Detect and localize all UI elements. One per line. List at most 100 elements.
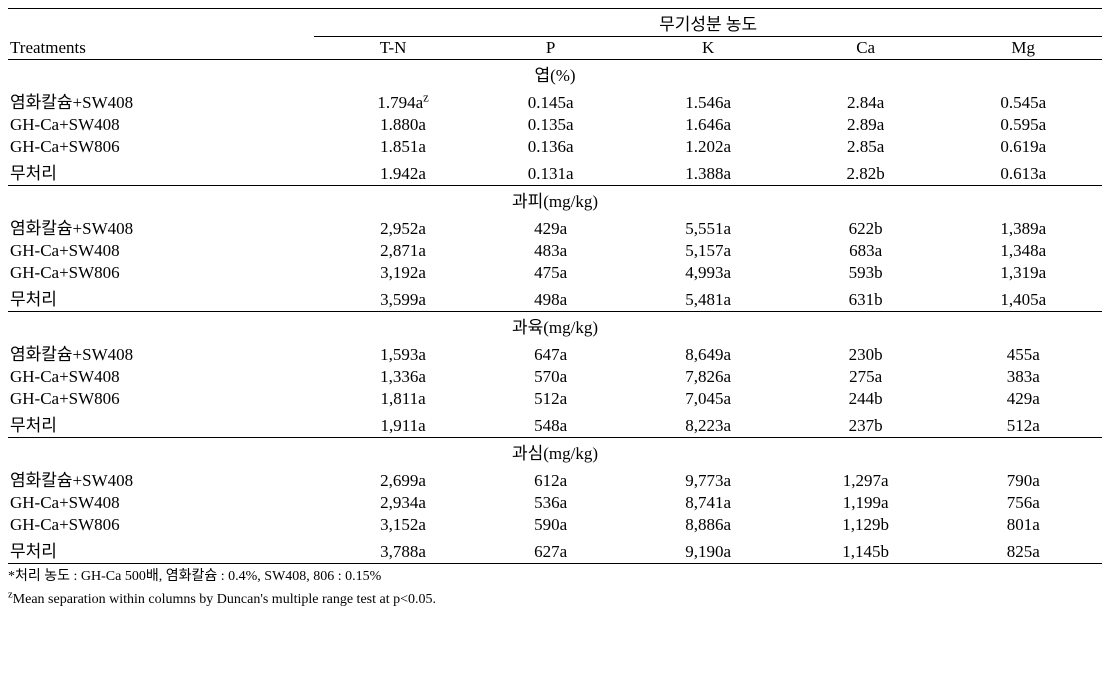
cell-mg: 455a (944, 339, 1102, 366)
cell-mg: 1,348a (944, 240, 1102, 262)
cell-p: 0.136a (472, 136, 630, 158)
cell-p: 0.135a (472, 114, 630, 136)
cell-p: 0.131a (472, 158, 630, 186)
cell-k: 8,223a (629, 410, 787, 438)
cell-tn: 1.794az (314, 87, 472, 114)
cell-tn: 3,152a (314, 514, 472, 536)
cell-ca: 2.84a (787, 87, 945, 114)
cell-p: 498a (472, 284, 630, 312)
cell-p: 0.145a (472, 87, 630, 114)
cell-ca: 2.85a (787, 136, 945, 158)
cell-ca: 230b (787, 339, 945, 366)
cell-k: 1.202a (629, 136, 787, 158)
cell-k: 9,190a (629, 536, 787, 564)
cell-tn: 3,599a (314, 284, 472, 312)
cell-ca: 237b (787, 410, 945, 438)
footnote-z-text: Mean separation within columns by Duncan… (13, 592, 436, 607)
cell-tn: 1,911a (314, 410, 472, 438)
treatment-name: GH-Ca+SW806 (8, 514, 314, 536)
treatment-name: GH-Ca+SW408 (8, 492, 314, 514)
cell-p: 536a (472, 492, 630, 514)
cell-tn: 2,952a (314, 213, 472, 240)
cell-k: 5,157a (629, 240, 787, 262)
treatment-name: 염화칼슘+SW408 (8, 213, 314, 240)
cell-tn: 1.851a (314, 136, 472, 158)
cell-mg: 383a (944, 366, 1102, 388)
cell-k: 4,993a (629, 262, 787, 284)
treatment-name: 무처리 (8, 536, 314, 564)
treatment-name: 무처리 (8, 410, 314, 438)
cell-p: 627a (472, 536, 630, 564)
cell-mg: 512a (944, 410, 1102, 438)
cell-mg: 1,389a (944, 213, 1102, 240)
cell-tn: 1.942a (314, 158, 472, 186)
treatment-name: 염화칼슘+SW408 (8, 339, 314, 366)
cell-mg: 429a (944, 388, 1102, 410)
cell-tn: 3,788a (314, 536, 472, 564)
cell-k: 8,886a (629, 514, 787, 536)
table-body: 엽(%)염화칼슘+SW4081.794az0.145a1.546a2.84a0.… (8, 60, 1102, 564)
cell-ca: 2.89a (787, 114, 945, 136)
cell-tn: 1,811a (314, 388, 472, 410)
cell-mg: 756a (944, 492, 1102, 514)
treatment-name: 무처리 (8, 284, 314, 312)
cell-ca: 631b (787, 284, 945, 312)
treatment-name: GH-Ca+SW806 (8, 262, 314, 284)
cell-tn: 2,934a (314, 492, 472, 514)
cell-tn: 1,593a (314, 339, 472, 366)
header-col-p: P (472, 37, 630, 60)
cell-k: 5,481a (629, 284, 787, 312)
cell-ca: 1,297a (787, 465, 945, 492)
cell-p: 475a (472, 262, 630, 284)
cell-mg: 1,405a (944, 284, 1102, 312)
treatment-name: GH-Ca+SW408 (8, 366, 314, 388)
cell-mg: 790a (944, 465, 1102, 492)
cell-k: 7,045a (629, 388, 787, 410)
cell-ca: 1,145b (787, 536, 945, 564)
cell-k: 1.646a (629, 114, 787, 136)
cell-ca: 275a (787, 366, 945, 388)
cell-ca: 622b (787, 213, 945, 240)
cell-tn: 2,699a (314, 465, 472, 492)
treatment-name: 염화칼슘+SW408 (8, 87, 314, 114)
cell-tn: 1,336a (314, 366, 472, 388)
cell-tn: 2,871a (314, 240, 472, 262)
cell-tn-sup: z (423, 90, 429, 104)
cell-k: 1.388a (629, 158, 787, 186)
cell-mg: 801a (944, 514, 1102, 536)
header-treatments: Treatments (8, 9, 314, 60)
treatment-name: GH-Ca+SW408 (8, 240, 314, 262)
cell-k: 7,826a (629, 366, 787, 388)
cell-p: 570a (472, 366, 630, 388)
section-label: 과육(mg/kg) (8, 312, 1102, 340)
treatment-name: 무처리 (8, 158, 314, 186)
section-label: 과심(mg/kg) (8, 438, 1102, 466)
cell-mg: 0.613a (944, 158, 1102, 186)
cell-k: 1.546a (629, 87, 787, 114)
header-group-title: 무기성분 농도 (314, 9, 1102, 37)
treatment-name: 염화칼슘+SW408 (8, 465, 314, 492)
cell-ca: 683a (787, 240, 945, 262)
cell-ca: 1,129b (787, 514, 945, 536)
cell-mg: 0.619a (944, 136, 1102, 158)
cell-ca: 244b (787, 388, 945, 410)
cell-ca: 593b (787, 262, 945, 284)
cell-tn: 3,192a (314, 262, 472, 284)
cell-p: 612a (472, 465, 630, 492)
treatment-name: GH-Ca+SW408 (8, 114, 314, 136)
header-col-mg: Mg (944, 37, 1102, 60)
cell-k: 5,551a (629, 213, 787, 240)
cell-mg: 0.595a (944, 114, 1102, 136)
cell-tn: 1.880a (314, 114, 472, 136)
treatment-name: GH-Ca+SW806 (8, 136, 314, 158)
treatment-name: GH-Ca+SW806 (8, 388, 314, 410)
cell-ca: 2.82b (787, 158, 945, 186)
mineral-content-table: Treatments 무기성분 농도 T-N P K Ca Mg 엽(%)염화칼… (8, 8, 1102, 564)
cell-p: 512a (472, 388, 630, 410)
section-label: 과피(mg/kg) (8, 186, 1102, 214)
footnote-duncan: zMean separation within columns by Dunca… (8, 589, 1102, 610)
cell-k: 8,649a (629, 339, 787, 366)
cell-k: 9,773a (629, 465, 787, 492)
header-col-k: K (629, 37, 787, 60)
cell-p: 429a (472, 213, 630, 240)
